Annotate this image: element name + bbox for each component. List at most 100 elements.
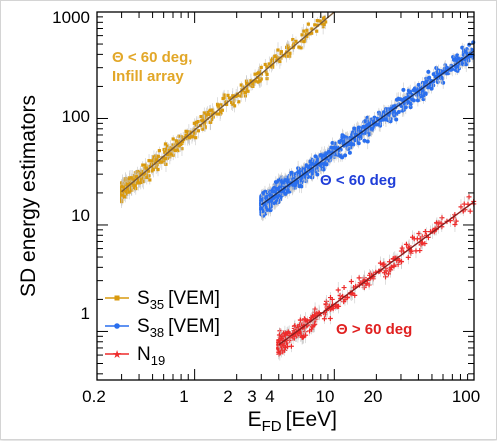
data-point [441,80,446,85]
data-point [164,162,168,166]
data-point [152,155,156,159]
x-axis-label-unit: [EeV] [286,408,337,431]
data-point [340,135,345,140]
data-point [148,164,152,169]
data-point [234,94,238,98]
data-point [133,184,137,188]
data-point [388,119,393,124]
data-point [302,39,306,44]
data-point [264,70,268,74]
data-point [259,77,263,81]
data-point [398,248,404,254]
x-axis-label: EFD [EeV] [248,408,337,435]
data-point [281,343,287,349]
data-point [302,317,308,323]
data-point [344,135,349,140]
data-point [400,97,405,102]
data-point [321,25,325,29]
data-point [227,96,231,100]
data-point [279,50,283,54]
data-point [388,264,394,270]
data-point [288,343,294,349]
data-point [267,62,271,66]
data-point [278,335,284,341]
data-point [298,317,304,323]
x-tick-label: 3 [247,387,256,406]
data-point [352,126,357,131]
data-point [279,51,283,55]
annotation-infill-line2: Infill array [112,68,184,85]
data-point [385,271,391,277]
annotations: Θ < 60 deg, Infill array Θ < 60 deg Θ > … [112,49,412,338]
legend-entry-s38: S38 [VEM] [105,316,220,340]
data-point [192,121,196,125]
data-point [328,295,334,301]
data-point [264,194,269,199]
data-point [169,152,173,156]
data-point [310,31,314,35]
data-point [232,99,236,103]
data-point [439,215,445,221]
data-point [318,19,322,23]
data-point [272,189,277,194]
data-point [171,143,175,147]
data-point [358,134,363,139]
data-point [125,182,130,187]
axis-ticks [96,11,475,380]
data-point [177,134,181,138]
data-point [276,347,282,353]
data-point [122,185,126,190]
data-point [401,87,406,92]
fit-line-n19 [278,201,475,346]
data-point [313,154,318,159]
data-point [424,79,429,84]
data-point [297,45,301,49]
data-point [365,115,370,120]
data-point [258,79,262,83]
data-point [174,141,178,146]
data-point [162,147,166,152]
data-point [296,170,301,175]
legend-marker-s35 [114,295,120,301]
data-point [337,293,343,299]
data-point [311,314,317,320]
data-point [231,94,235,98]
data-point [305,32,309,36]
data-point [403,105,408,110]
legend-unit-s38: [VEM] [168,316,220,337]
data-point [190,135,194,139]
data-point [292,42,296,46]
data-point [320,22,324,26]
data-point [211,115,215,119]
data-point [315,19,319,23]
data-point [239,83,243,87]
data-point [407,90,412,95]
x-tick-label: 2 [223,387,232,406]
data-point [343,153,348,158]
data-point [300,33,304,37]
x-axis-label-main: E [248,408,262,431]
data-point [203,125,207,129]
data-point [137,181,141,185]
data-point [132,178,136,182]
data-point [453,218,459,224]
data-point [301,167,306,172]
data-point [134,181,138,185]
data-point [253,72,257,76]
x-tick-label: 4 [265,387,274,406]
legend-marker-n19: ★ [112,349,122,361]
data-point [455,64,460,69]
data-point [413,248,419,254]
data-point [405,254,411,260]
data-point [394,117,399,122]
data-point [123,189,128,194]
points-layer [119,14,477,361]
legend-label-n19: N19 [137,344,165,368]
data-point [297,322,303,328]
data-point [194,136,198,140]
data-point [179,135,184,139]
data-point [286,44,290,48]
data-point [273,200,278,205]
data-point [289,170,294,175]
data-point [466,58,471,63]
